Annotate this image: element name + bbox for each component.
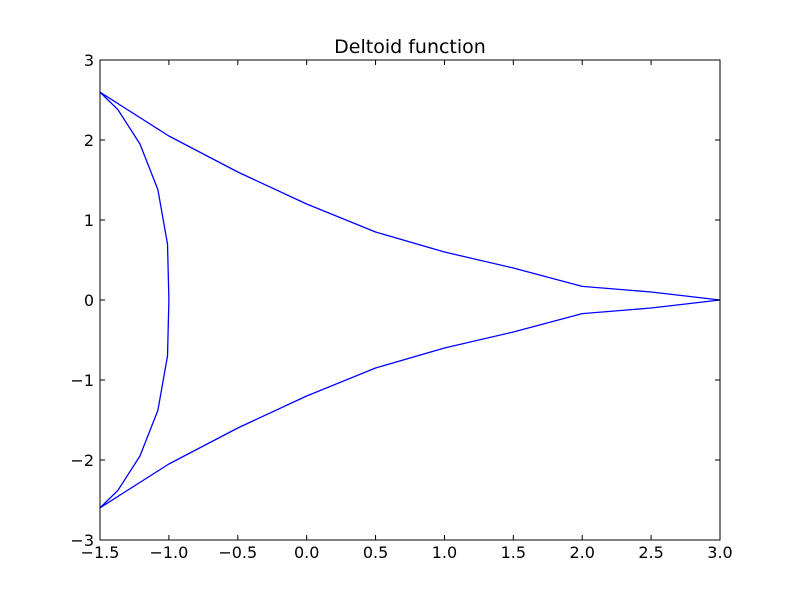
x-tick-label: −1.5 (81, 543, 120, 562)
x-tick-label: 1.0 (432, 543, 457, 562)
y-tick-label: 3 (84, 51, 94, 70)
y-tick-label: −1 (70, 371, 94, 390)
series-line-0 (99, 91, 721, 509)
x-tick-label: 2.0 (569, 543, 594, 562)
y-tick-label: −3 (70, 531, 94, 550)
chart-title: Deltoid function (334, 36, 486, 58)
y-tick-label: 2 (84, 131, 94, 150)
x-tick-label: 3.0 (707, 543, 732, 562)
x-tick-label: 2.5 (638, 543, 663, 562)
y-tick-label: −2 (70, 451, 94, 470)
plot-area (99, 91, 721, 509)
x-tick-label: 0.5 (363, 543, 388, 562)
axes: −1.5 −1.0 −0.5 0.0 0.5 1.0 1.5 2.0 2.5 3.0 −3 −2 −1 0… (70, 51, 732, 562)
x-tick-label: −1.0 (149, 543, 188, 562)
axes-frame (99, 59, 721, 541)
y-tick-label: 1 (84, 211, 94, 230)
x-tick-label: 0.0 (294, 543, 319, 562)
x-tick-label: −0.5 (218, 543, 257, 562)
x-tick-label: 1.5 (501, 543, 526, 562)
y-tick-label: 0 (84, 291, 94, 310)
